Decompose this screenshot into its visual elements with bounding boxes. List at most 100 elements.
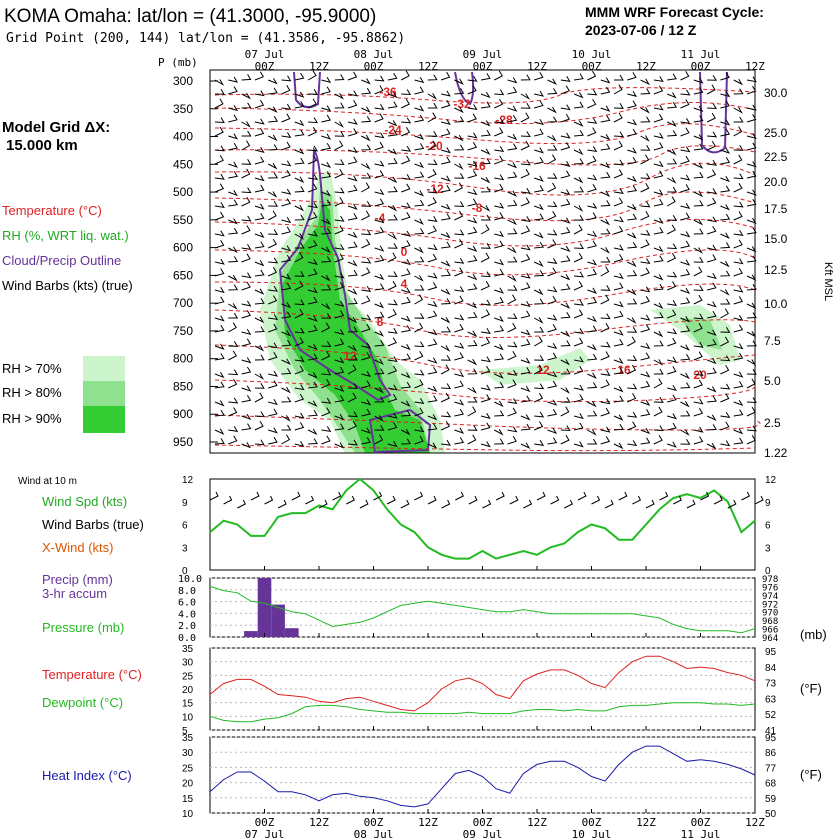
wind-barb-161 [720, 119, 731, 126]
wind-barb-475 [534, 232, 544, 239]
chart-header: KOMA Omaha: lat/lon = (41.3000, -95.9000… [4, 4, 764, 46]
heat-ytick-2: 25 [182, 763, 194, 774]
wind-barb-1063 [720, 421, 730, 431]
wind-barb-71 [613, 84, 623, 95]
wind-barb-657 [228, 303, 238, 310]
wind-barb-403 [666, 196, 676, 207]
wind-barb-105 [520, 102, 531, 109]
wind-barb-296 [334, 168, 344, 179]
wind-barb-481 [613, 225, 624, 235]
wind-barb-346 [454, 182, 463, 193]
pressure-tick-12: 900 [173, 407, 193, 421]
isotherm-2 [214, 123, 756, 145]
wind-barb-233 [587, 146, 598, 153]
wind-barb-1010 [560, 406, 570, 417]
wind-barb-249 [254, 156, 265, 165]
wind-barb-373 [268, 200, 279, 207]
wind-barb-749 [361, 323, 371, 333]
wind-barb-4 [268, 78, 278, 85]
wind-barb-847 [574, 356, 584, 363]
wind-barb-803 [533, 336, 543, 347]
wind-barb-369 [214, 202, 225, 209]
isotherm-7 [214, 249, 756, 276]
wind-barb-907 [281, 386, 291, 394]
wind-barb-420 [347, 213, 358, 221]
wind-barb-974 [627, 393, 637, 403]
wind-barb-804 [547, 342, 558, 349]
wind-barb-150 [573, 120, 584, 127]
wind-barb-836 [427, 357, 438, 364]
wind-barb-33 [653, 76, 664, 83]
isotherm-5 [214, 191, 756, 222]
wind-barb-892 [627, 364, 637, 375]
wind-barb-583 [334, 272, 345, 279]
wind-barb-528 [693, 247, 704, 254]
wind-barb-284 [720, 157, 731, 165]
wind-barb-559 [560, 255, 571, 263]
wind-barb-752 [401, 325, 411, 333]
wind-barb-662 [294, 299, 305, 306]
pressure-ytick-6: 966 [762, 626, 778, 636]
wind-barb-109 [574, 101, 584, 109]
wind-barb-692 [693, 294, 703, 305]
wind-barb-35 [680, 70, 690, 81]
wind-barb-590 [427, 272, 438, 279]
wind-barb-1085 [467, 434, 477, 445]
wind-barb-808 [600, 341, 611, 348]
wind-barb-357 [600, 190, 611, 197]
wind-barb-17 [440, 71, 451, 81]
pressure-ytick-2: 974 [762, 592, 778, 602]
wind-barb-689 [653, 302, 664, 309]
wind-barb-884 [520, 367, 531, 375]
wind-barb-816 [707, 339, 717, 347]
wind-barb-3 [254, 71, 265, 81]
wind-barb-809 [613, 339, 624, 347]
wind-ytick-l-3: 3 [182, 543, 188, 554]
wind-barb-7 [307, 70, 317, 81]
wind-barb-204 [746, 132, 757, 139]
wind-barb-604 [613, 272, 624, 279]
wind-barb-177 [387, 129, 398, 137]
wind-barb-1049 [534, 421, 544, 431]
wind-barb-930 [587, 382, 598, 389]
wind-barb-42 [228, 86, 238, 95]
wind-barb-180 [427, 131, 438, 137]
wind-barb-1008 [534, 411, 545, 418]
wind-barb-276 [613, 159, 624, 166]
wind-barb-717 [480, 309, 491, 319]
wind-barb-350 [507, 190, 518, 197]
wind-barb-846 [560, 358, 571, 366]
pressure-tick-9: 750 [173, 324, 193, 338]
wind-barb-396 [573, 205, 584, 212]
wind-barb-316 [600, 171, 611, 179]
wind-barb-757 [467, 330, 478, 337]
wind-barb-532 [746, 246, 757, 253]
wind-barb-347 [467, 189, 478, 196]
wind10-barb-3 [250, 491, 260, 501]
wind-barb-351 [520, 187, 531, 194]
wind-barb-483 [640, 229, 651, 236]
sounding-time-tick-0: 00Z [255, 60, 275, 73]
pressure-tick-11: 850 [173, 379, 193, 393]
wind-barb-145 [507, 115, 518, 123]
wind-barb-609 [680, 269, 691, 277]
wind-barb-535 [241, 253, 251, 263]
wind-barb-309 [507, 171, 518, 179]
wind-barb-726 [600, 313, 611, 320]
wind-barb-99 [440, 100, 451, 109]
wind-barb-163 [746, 114, 757, 123]
wind-barb-860 [746, 359, 757, 366]
wind-barb-240 [680, 146, 691, 153]
wind-barb-21 [494, 70, 504, 81]
wind-barb-73 [640, 88, 651, 95]
wind-barb-374 [281, 198, 291, 207]
wind10-barb-7 [305, 495, 315, 505]
wind-barb-957 [400, 400, 411, 407]
wind-barb-290 [254, 175, 265, 182]
pressure-ytick-3: 972 [762, 600, 778, 610]
wind-barb-366 [720, 185, 731, 193]
wind-barb-979 [693, 398, 704, 405]
wind-barb-253 [307, 155, 318, 165]
wind-barb-472 [494, 230, 505, 237]
